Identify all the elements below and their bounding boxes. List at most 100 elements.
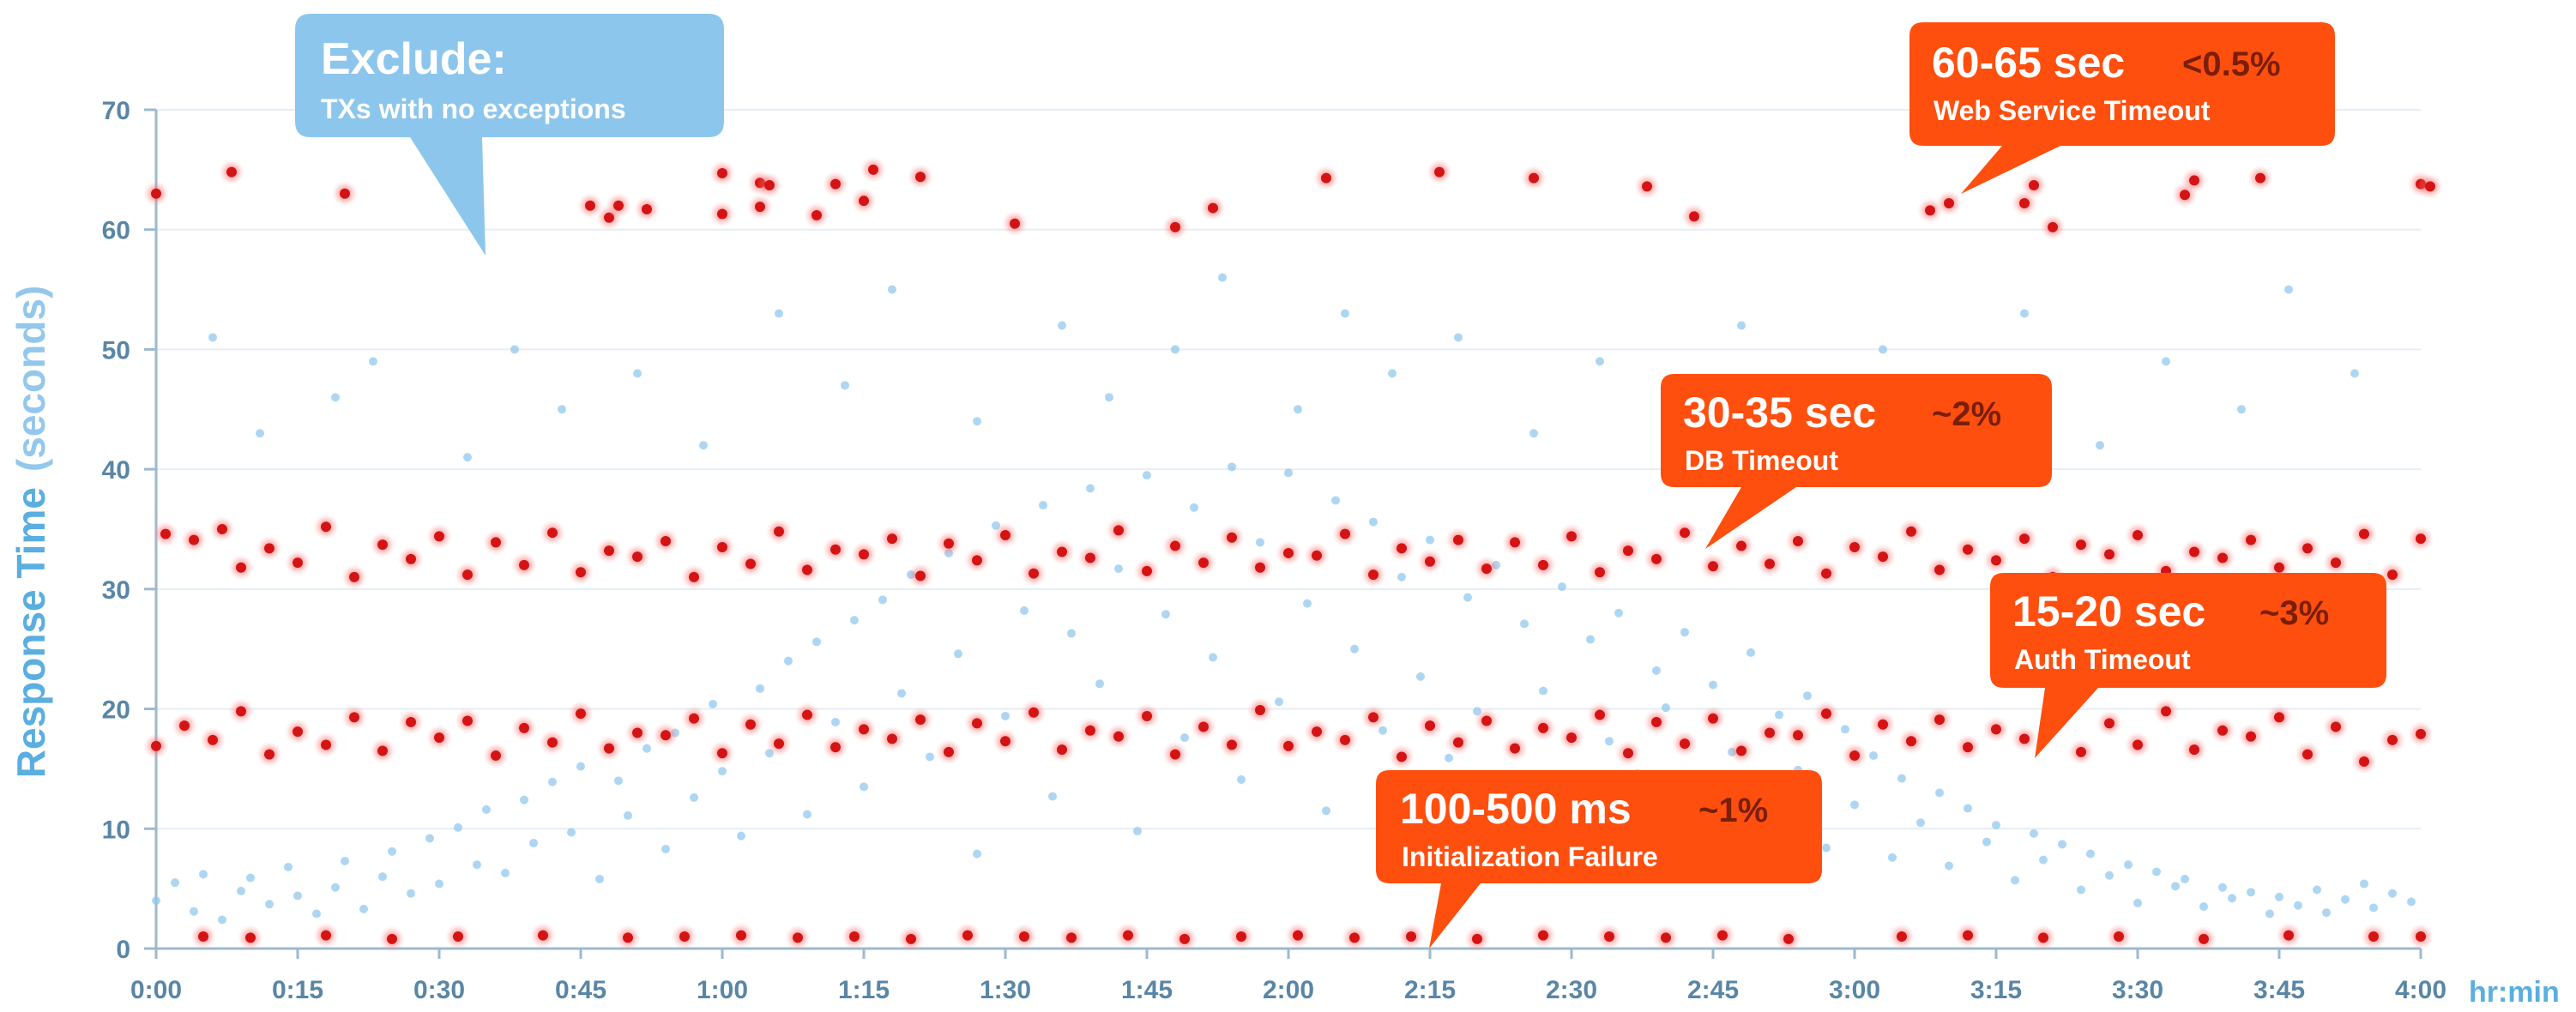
exception-point: [1927, 707, 1952, 733]
exception-point: [1191, 714, 1216, 740]
normal-point: [1095, 679, 1104, 689]
exception-point-core: [1123, 930, 1133, 941]
exception-point-core: [1340, 734, 1350, 745]
exception-point: [2096, 541, 2122, 568]
normal-point: [1369, 517, 1378, 527]
x-tick-label: 3:30: [2112, 976, 2163, 1004]
normal-point: [1614, 608, 1623, 617]
exception-point-core: [1963, 930, 1973, 941]
exception-point: [1219, 732, 1245, 758]
exception-point-core: [217, 524, 227, 534]
exception-point: [681, 563, 707, 590]
exception-point-core: [717, 748, 727, 759]
normal-point: [699, 441, 708, 450]
exception-point: [624, 544, 650, 570]
exception-point-core: [1340, 528, 1350, 539]
exception-point: [794, 702, 820, 728]
normal-point: [501, 868, 510, 877]
exception-point-core: [538, 930, 548, 941]
exception-point-core: [2283, 930, 2294, 941]
exception-point-core: [1085, 725, 1095, 736]
exception-point: [2068, 532, 2094, 558]
exception-point-core: [491, 537, 501, 548]
exception-point-core: [321, 739, 331, 750]
exception-point-core: [915, 570, 926, 581]
exception-point-core: [1142, 565, 1152, 576]
normal-point: [2350, 369, 2359, 378]
exception-point-core: [2416, 533, 2426, 545]
exception-point: [2012, 526, 2037, 552]
x-tick-label: 0:00: [130, 976, 182, 1004]
exception-point-core: [802, 709, 812, 720]
exception-point-core: [2359, 756, 2369, 768]
exception-point-core: [293, 726, 303, 738]
normal-point: [293, 891, 302, 901]
auth-timeout-share: ~3%: [2259, 594, 2329, 632]
exception-point: [1002, 210, 1028, 237]
initialization-failure-range: 100-500 ms: [1400, 785, 1632, 833]
exception-point-core: [1708, 561, 1718, 572]
exception-point-core: [774, 526, 784, 537]
exception-point-core: [604, 545, 614, 557]
exception-point: [1672, 731, 1698, 757]
exception-point-core: [623, 932, 633, 943]
normal-point: [2020, 309, 2029, 318]
exception-point-core: [1208, 202, 1218, 214]
normal-point: [1256, 538, 1264, 547]
exception-point: [851, 541, 877, 568]
normal-point: [1916, 818, 1925, 828]
exception-point-core: [2246, 534, 2256, 545]
normal-point: [2058, 840, 2066, 849]
normal-point: [803, 810, 811, 819]
exception-point-core: [1897, 931, 1907, 943]
exception-point-core: [2180, 190, 2190, 201]
exception-point: [1587, 559, 1613, 586]
exception-point: [709, 201, 735, 227]
exception-point: [1059, 925, 1084, 951]
exception-point: [181, 527, 207, 553]
exception-point-core: [1623, 748, 1633, 759]
exception-point-core: [1623, 545, 1633, 557]
normal-point: [614, 776, 623, 786]
normal-point: [378, 872, 387, 882]
exception-point: [2323, 550, 2349, 576]
exception-point: [1785, 527, 1811, 554]
exception-point: [1728, 533, 1754, 559]
exception-point-core: [1481, 715, 1492, 726]
exception-point: [285, 550, 311, 576]
normal-point: [2407, 897, 2416, 907]
normal-point: [1529, 429, 1538, 438]
exception-point-core: [2368, 931, 2379, 943]
normal-point: [1161, 610, 1170, 619]
normal-point: [1680, 628, 1689, 637]
normal-point: [1378, 726, 1387, 735]
exception-point: [238, 925, 263, 951]
exception-point: [1162, 214, 1188, 240]
exception-point-core: [576, 567, 586, 578]
exception-point: [2153, 698, 2179, 725]
exception-point-core: [1906, 736, 1916, 747]
exception-point: [1172, 925, 1198, 952]
exception-point-core: [1821, 708, 1831, 720]
exception-point: [992, 728, 1018, 755]
exception-point: [455, 708, 480, 734]
exception-point-core: [1481, 563, 1492, 575]
normal-point: [2228, 894, 2236, 903]
y-tick-label: 10: [102, 816, 130, 844]
exception-point: [2210, 717, 2235, 744]
normal-point: [218, 915, 226, 925]
exception-point-core: [198, 931, 208, 943]
exception-point-core: [793, 932, 803, 943]
exception-point-core: [453, 931, 463, 943]
exception-point: [426, 725, 452, 751]
exception-point-core: [1821, 568, 1831, 579]
exception-point-core: [1227, 532, 1237, 543]
normal-point: [1322, 806, 1330, 816]
exception-point-core: [434, 732, 444, 744]
exception-point-core: [340, 188, 350, 199]
exception-point: [851, 716, 877, 743]
exception-point: [483, 743, 509, 769]
exception-point-core: [151, 188, 161, 199]
exception-point: [606, 192, 631, 219]
normal-point: [888, 285, 896, 294]
